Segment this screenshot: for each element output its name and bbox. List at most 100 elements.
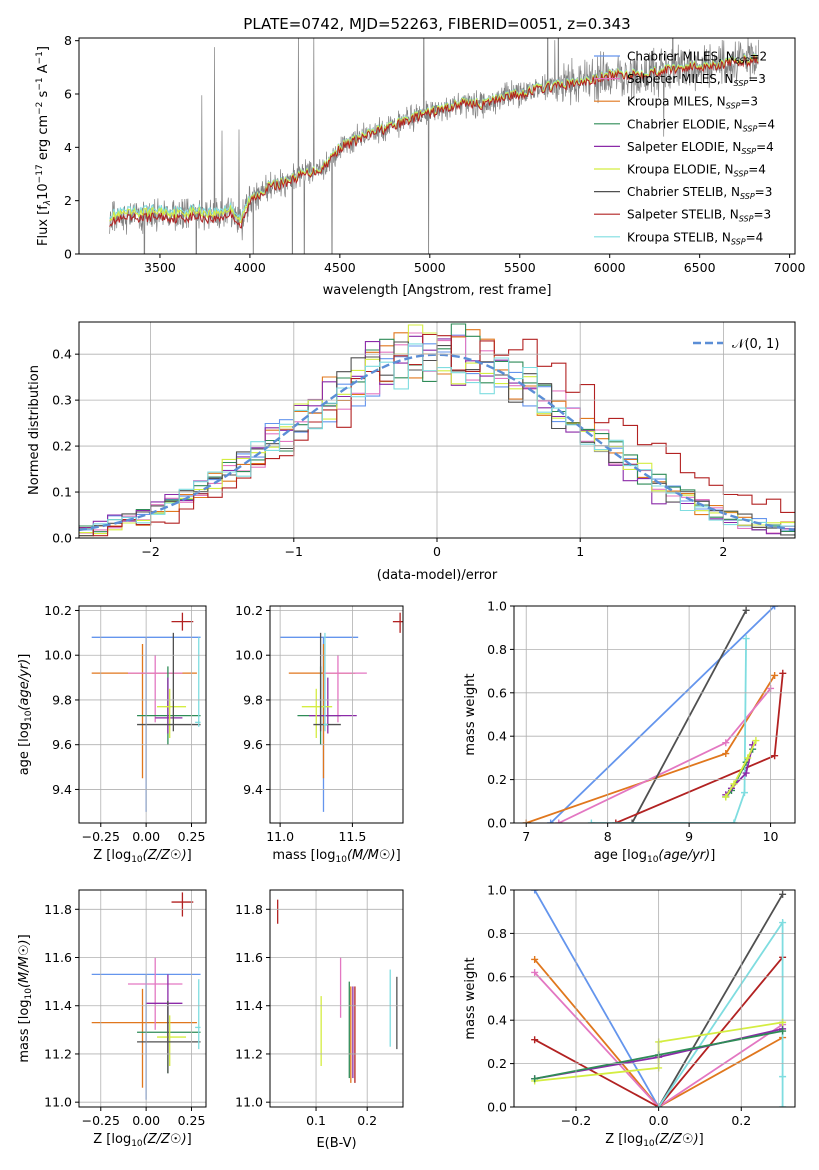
chart-title: PLATE=0742, MJD=52263, FIBERID=0051, z=0… bbox=[243, 15, 630, 33]
series-line bbox=[657, 919, 784, 1107]
massweight-vs-Z-xtick-label: 0.0 bbox=[649, 1113, 669, 1128]
massweight-vs-Z-xtick-label: 0.2 bbox=[731, 1113, 751, 1128]
series-marker bbox=[779, 890, 787, 898]
mass-vs-ebv-ytick-label: 11.6 bbox=[235, 950, 263, 965]
spectrum-xtick-label: 7000 bbox=[774, 260, 806, 275]
series-marker bbox=[547, 819, 555, 823]
massweight-vs-Z-frame bbox=[513, 889, 796, 1108]
age-vs-mass-xtick-label: 11.0 bbox=[266, 829, 294, 844]
mass-vs-ebv-ytick-label: 11.2 bbox=[235, 1046, 263, 1061]
errorbar-salpeter-miles bbox=[127, 655, 183, 723]
series-marker bbox=[722, 750, 730, 758]
age-vs-mass-ytick-label: 10.2 bbox=[235, 603, 263, 618]
errorbar-chabrier-elodie bbox=[297, 666, 341, 745]
age-vs-Z-frame bbox=[78, 605, 207, 824]
massweight-vs-age-ytick-label: 0.0 bbox=[487, 816, 507, 831]
massweight-vs-age-frame bbox=[513, 605, 796, 824]
residuals-ylabel: Normed distribution bbox=[27, 365, 42, 495]
spectrum-ylabel: Flux [fλ10−17 erg cm−2 s−1 A−1] bbox=[35, 46, 53, 246]
errorbar-salpeter-stelib bbox=[171, 892, 194, 917]
massweight-vs-Z-xlabel: Z [log10(Z/Z☉)] bbox=[605, 1132, 703, 1149]
errorbar-chabrier-stelib bbox=[313, 632, 341, 732]
massweight-vs-age-xtick-label: 7 bbox=[522, 829, 530, 844]
spectrum-ytick-label: 4 bbox=[64, 140, 72, 155]
spectrum-xtick-label: 5000 bbox=[414, 260, 446, 275]
series-marker bbox=[742, 606, 750, 614]
massweight-vs-age-plot: 7 8 9 10 0.0 0.2 0.4 0.6 0.8 1.0 mass weight age [l… bbox=[463, 599, 796, 865]
legend-entry: Kroupa ELODIE, NSSP=4 bbox=[627, 163, 766, 179]
mass-vs-ebv-xtick-label: 0.2 bbox=[357, 1113, 377, 1128]
series-marker bbox=[779, 1103, 787, 1107]
errorbar-kroupa-elodie bbox=[157, 1015, 187, 1067]
errorbar-salpeter-miles bbox=[127, 957, 183, 1030]
observed-spectrum-line bbox=[109, 38, 760, 254]
massweight-vs-age-ytick-label: 1.0 bbox=[487, 599, 507, 614]
massweight-vs-age-xlabel: age [log10(age/yr)] bbox=[594, 848, 716, 865]
series-marker bbox=[612, 819, 620, 823]
residuals-xlabel: (data-model)/error bbox=[377, 568, 498, 583]
massweight-vs-Z-ylabel: mass weight bbox=[463, 957, 478, 1039]
mass-vs-ebv-frame bbox=[269, 889, 404, 1108]
spectrum-ytick-label: 0 bbox=[64, 247, 72, 262]
mass-vs-Z-xtick-label: −0.25 bbox=[82, 1113, 120, 1128]
spectrum-ytick-label: 2 bbox=[64, 193, 72, 208]
series-marker bbox=[531, 1075, 539, 1083]
errorbar-salpeter-miles bbox=[323, 655, 367, 723]
series-line bbox=[525, 674, 776, 823]
mass-vs-ebv-ytick-label: 11.0 bbox=[235, 1095, 263, 1110]
series-marker bbox=[531, 955, 539, 963]
errorbar-kroupa-stelib bbox=[195, 979, 201, 1050]
age-vs-mass-xlabel: mass [log10(M/M☉)] bbox=[272, 848, 400, 865]
series-marker bbox=[730, 780, 738, 788]
massweight-vs-Z-plot: −0.2 0.0 0.2 0.0 0.2 0.4 0.6 0.8 1.0 mass weight Z… bbox=[463, 883, 796, 1149]
residuals-ytick-label: 0.2 bbox=[52, 439, 72, 454]
residuals-ytick-label: 0.0 bbox=[52, 531, 72, 546]
series-chabrier-stelib bbox=[655, 890, 787, 1107]
legend-entry: Salpeter MILES, NSSP=3 bbox=[627, 72, 766, 88]
age-vs-Z-xlabel: Z [log10(Z/Z☉)] bbox=[93, 848, 191, 865]
mass-vs-Z-plot: −0.25 0.00 0.25 11.0 11.2 11.4 11.6 11.8 Z [log1… bbox=[17, 889, 207, 1149]
residuals-xtick-label: 2 bbox=[719, 544, 727, 559]
age-vs-Z-plot: −0.25 0.00 0.25 9.4 9.6 9.8 10.0 10.2 Z [log10(Z… bbox=[17, 603, 207, 865]
spectrum-plot: PLATE=0742, MJD=52263, FIBERID=0051, z=0… bbox=[35, 15, 806, 298]
age-vs-Z-ytick-label: 9.4 bbox=[52, 782, 72, 797]
residuals-xtick-label: 1 bbox=[576, 544, 584, 559]
series-marker bbox=[752, 737, 760, 745]
series-line bbox=[725, 740, 757, 798]
series-marker bbox=[531, 1036, 539, 1044]
age-vs-Z-ytick-label: 10.2 bbox=[44, 603, 72, 618]
errorbar-kroupa-miles bbox=[91, 988, 197, 1088]
errorbar-chabrier-stelib bbox=[137, 1000, 201, 1074]
massweight-vs-age-xtick-label: 10 bbox=[763, 829, 779, 844]
legend-entry: Salpeter ELODIE, NSSP=4 bbox=[627, 140, 774, 156]
series-marker bbox=[722, 739, 730, 747]
series-salpeter-miles bbox=[555, 684, 775, 823]
series-marker bbox=[730, 819, 738, 823]
age-vs-mass-ytick-label: 9.4 bbox=[243, 782, 263, 797]
series-marker bbox=[779, 1027, 787, 1035]
series-marker bbox=[771, 752, 779, 760]
series-marker bbox=[779, 1073, 787, 1081]
spectrum-xtick-label: 4000 bbox=[234, 260, 266, 275]
mass-vs-Z-xtick-label: 0.25 bbox=[178, 1113, 206, 1128]
series-salpeter-stelib bbox=[612, 669, 787, 823]
age-vs-Z-ylabel: age [log10(age/yr)] bbox=[17, 654, 34, 776]
mass-vs-ebv-data-area bbox=[277, 899, 398, 1083]
residuals-ytick-label: 0.3 bbox=[52, 393, 72, 408]
residuals-plot: −2 −1 0 1 2 0.0 0.1 0.2 0.3 0.4 (data-model)/error… bbox=[27, 321, 796, 583]
massweight-vs-Z-ytick-label: 0.8 bbox=[487, 926, 507, 941]
mass-vs-Z-xlabel: Z [log10(Z/Z☉)] bbox=[93, 1132, 191, 1149]
residuals-xtick-label: 0 bbox=[433, 544, 441, 559]
mass-vs-ebv-xlabel: E(B-V) bbox=[316, 1136, 356, 1151]
spectrum-xtick-label: 3500 bbox=[144, 260, 176, 275]
series-marker bbox=[771, 671, 779, 679]
massweight-vs-Z-ytick-label: 0.4 bbox=[487, 1013, 507, 1028]
residuals-xtick-label: −2 bbox=[141, 544, 159, 559]
errorbar-salpeter-stelib bbox=[392, 612, 403, 633]
series-marker bbox=[587, 819, 595, 823]
series-marker bbox=[779, 919, 787, 927]
mass-vs-Z-ytick-label: 11.6 bbox=[44, 950, 72, 965]
age-vs-mass-xtick-label: 11.5 bbox=[338, 829, 366, 844]
legend-entry: Chabrier MILES, NSSP=2 bbox=[627, 50, 767, 66]
